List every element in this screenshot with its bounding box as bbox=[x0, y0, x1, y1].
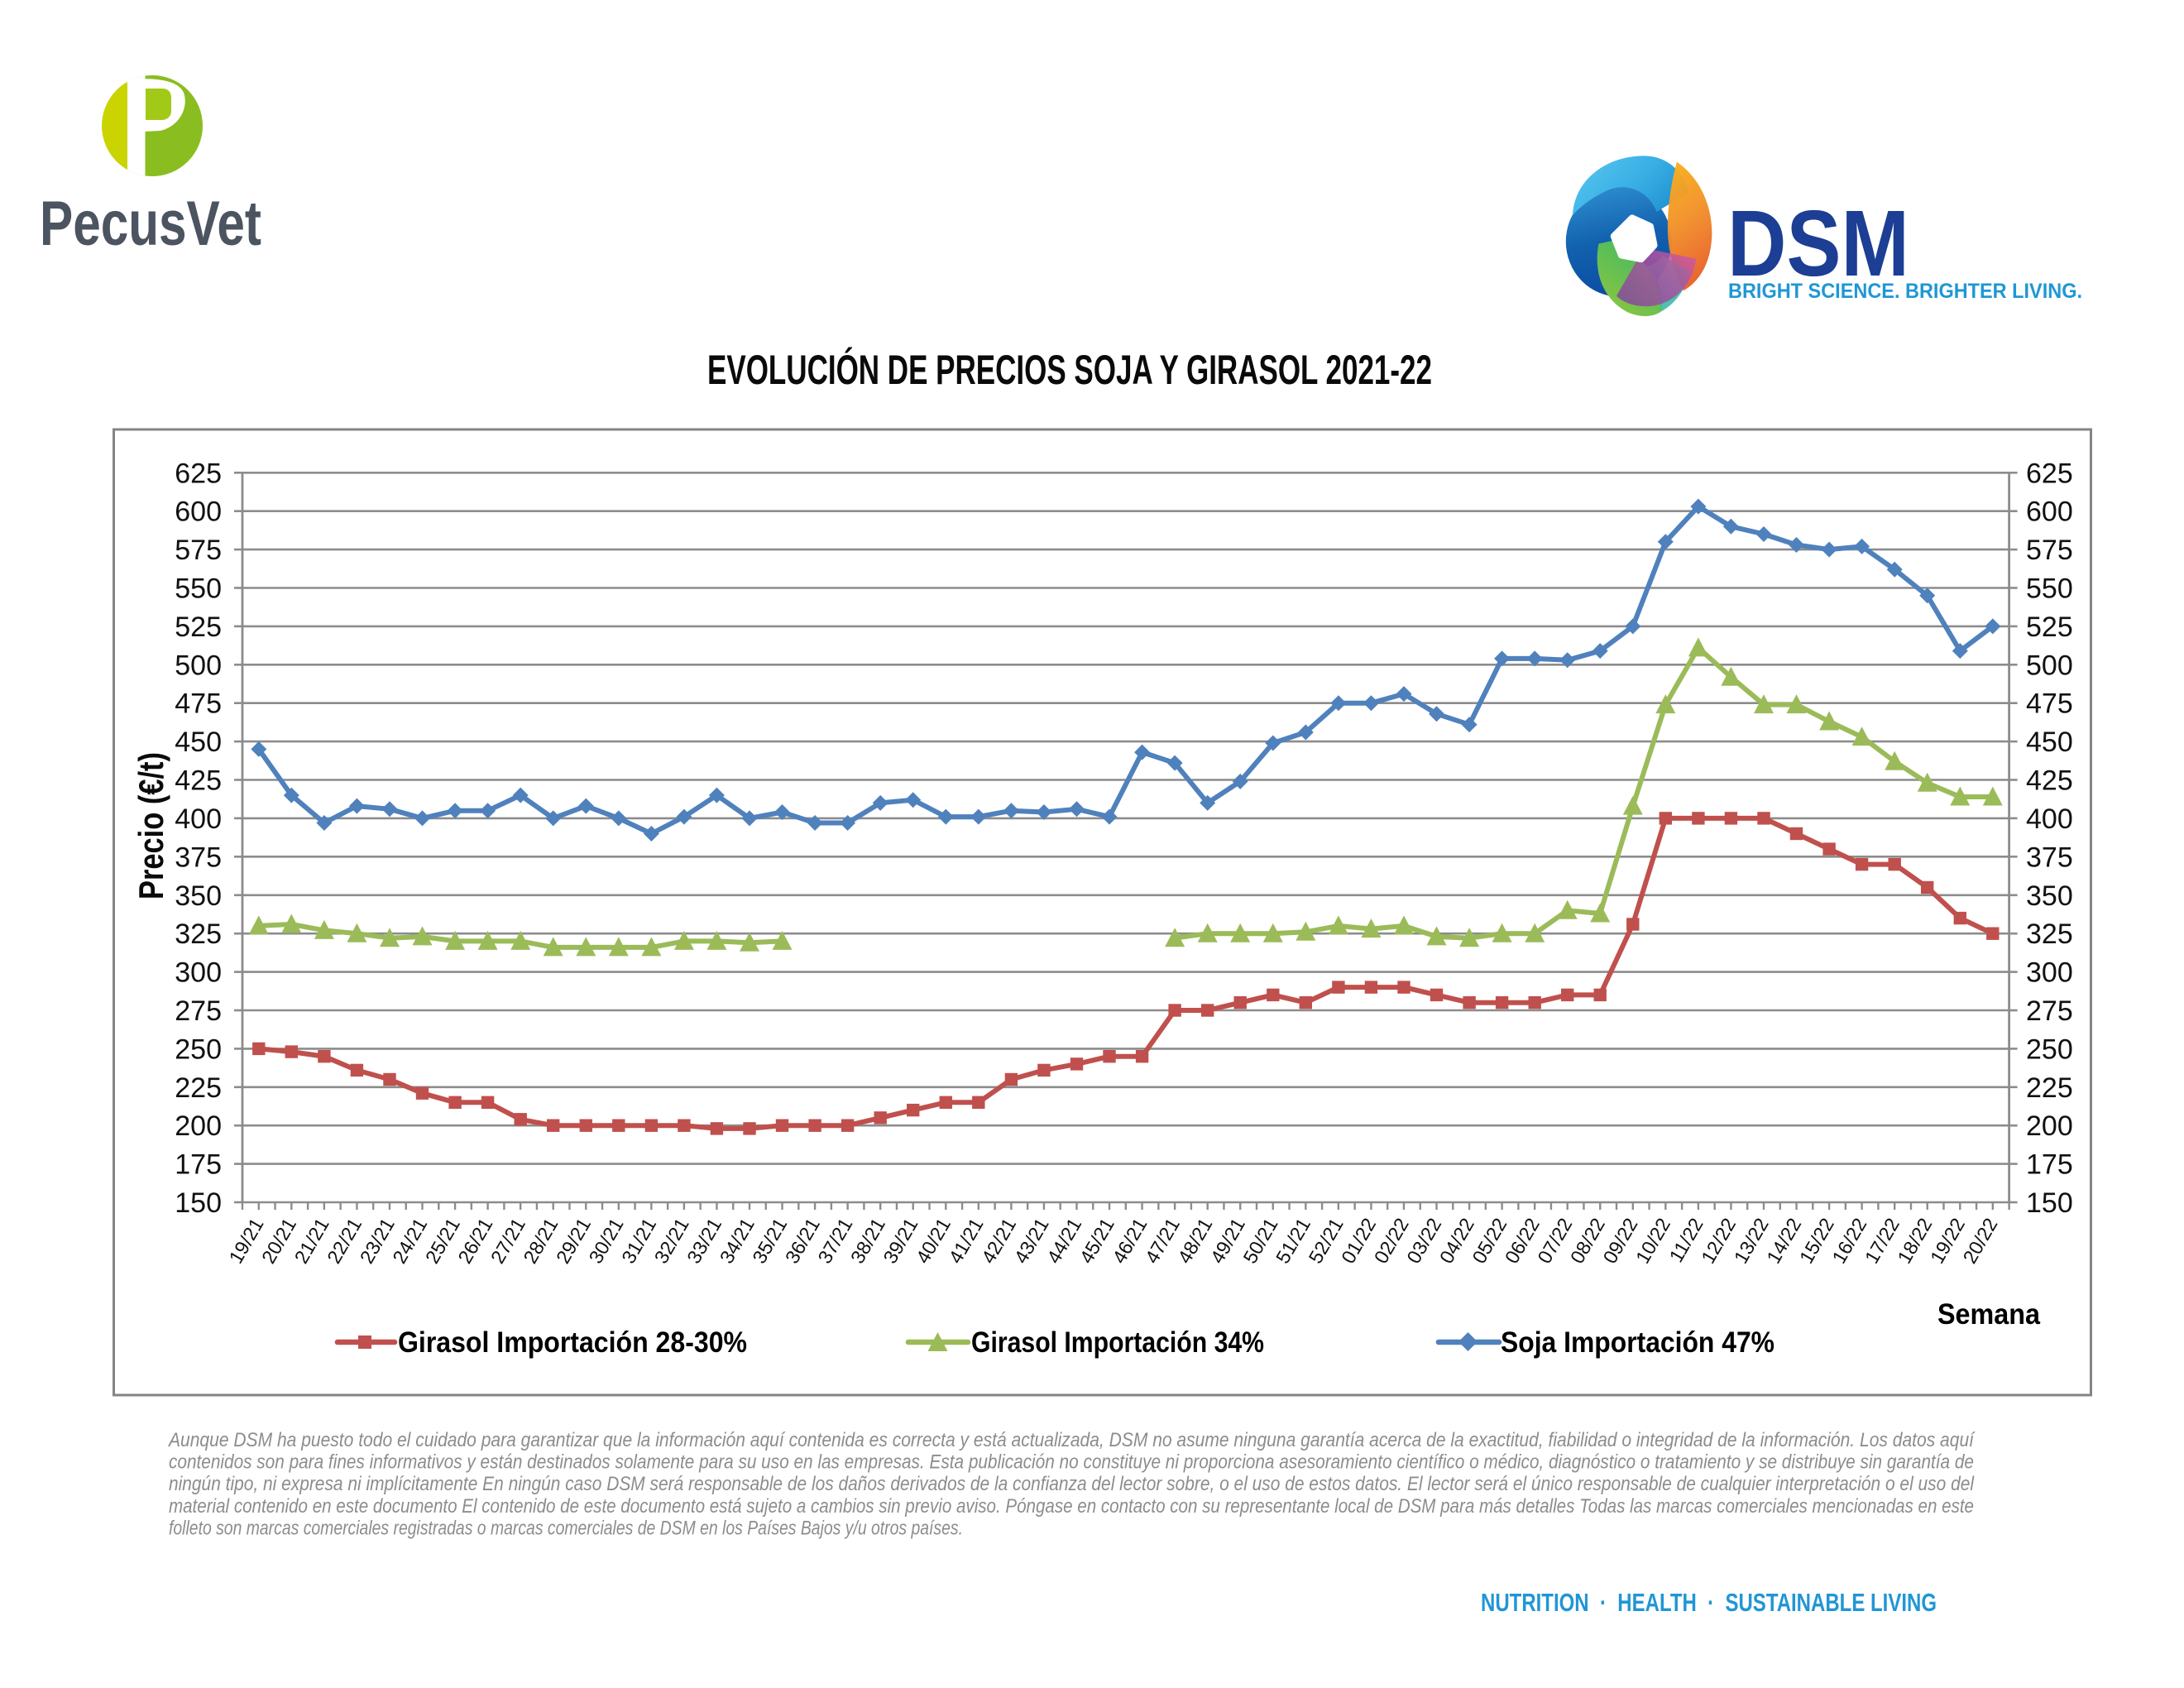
svg-text:225: 225 bbox=[175, 1072, 222, 1104]
svg-text:400: 400 bbox=[2026, 803, 2073, 835]
svg-text:600: 600 bbox=[175, 496, 222, 528]
svg-text:450: 450 bbox=[175, 727, 222, 758]
svg-text:525: 525 bbox=[2026, 611, 2073, 643]
svg-text:550: 550 bbox=[2026, 573, 2073, 605]
svg-text:350: 350 bbox=[175, 880, 222, 912]
svg-text:625: 625 bbox=[175, 458, 222, 489]
svg-text:525: 525 bbox=[175, 611, 222, 643]
svg-text:Girasol Importación 34%: Girasol Importación 34% bbox=[971, 1326, 1264, 1359]
svg-text:225: 225 bbox=[2026, 1072, 2073, 1104]
svg-text:425: 425 bbox=[175, 765, 222, 797]
svg-text:200: 200 bbox=[2026, 1110, 2073, 1142]
svg-text:250: 250 bbox=[175, 1033, 222, 1065]
svg-text:Girasol Importación 28-30%: Girasol Importación 28-30% bbox=[398, 1326, 747, 1359]
svg-text:175: 175 bbox=[2026, 1149, 2073, 1181]
svg-text:575: 575 bbox=[175, 535, 222, 566]
svg-text:175: 175 bbox=[175, 1149, 222, 1181]
svg-text:PecusVet: PecusVet bbox=[40, 189, 261, 259]
svg-text:Aunque DSM ha puesto todo el c: Aunque DSM ha puesto todo el cuidado par… bbox=[167, 1429, 1976, 1451]
svg-text:625: 625 bbox=[2026, 458, 2073, 489]
svg-text:575: 575 bbox=[2026, 535, 2073, 566]
svg-text:250: 250 bbox=[2026, 1033, 2073, 1065]
svg-text:150: 150 bbox=[2026, 1187, 2073, 1219]
svg-text:375: 375 bbox=[2026, 842, 2073, 873]
svg-text:BRIGHT SCIENCE. BRIGHTER LIVIN: BRIGHT SCIENCE. BRIGHTER LIVING. bbox=[1728, 280, 2082, 303]
svg-text:Precio (€/t): Precio (€/t) bbox=[132, 752, 170, 899]
svg-text:400: 400 bbox=[175, 803, 222, 835]
svg-text:325: 325 bbox=[175, 918, 222, 950]
svg-text:material contenido en este doc: material contenido en este documento El … bbox=[169, 1495, 1974, 1518]
svg-text:550: 550 bbox=[175, 573, 222, 605]
svg-text:425: 425 bbox=[2026, 765, 2073, 797]
svg-text:375: 375 bbox=[175, 842, 222, 873]
svg-text:ningún tipo, ni expresa ni imp: ningún tipo, ni expresa ni implícitament… bbox=[169, 1473, 1974, 1495]
svg-text:Semana: Semana bbox=[1937, 1298, 2040, 1331]
svg-text:EVOLUCIÓN DE PRECIOS SOJA Y GI: EVOLUCIÓN DE PRECIOS SOJA Y GIRASOL 2021… bbox=[707, 347, 1432, 393]
svg-text:200: 200 bbox=[175, 1110, 222, 1142]
svg-text:350: 350 bbox=[2026, 880, 2073, 912]
svg-text:300: 300 bbox=[175, 957, 222, 989]
svg-text:500: 500 bbox=[2026, 650, 2073, 681]
svg-text:500: 500 bbox=[175, 650, 222, 681]
svg-text:NUTRITION · HEALTH · SUSTA: NUTRITION · HEALTH · SUSTAINABLE LIVING bbox=[1481, 1588, 1937, 1617]
svg-text:DSM: DSM bbox=[1727, 191, 1909, 295]
svg-text:300: 300 bbox=[2026, 957, 2073, 989]
svg-text:450: 450 bbox=[2026, 727, 2073, 758]
svg-text:folleto son marcas comerciales: folleto son marcas comerciales registrad… bbox=[169, 1517, 963, 1539]
svg-text:Soja Importación 47%: Soja Importación 47% bbox=[1501, 1326, 1774, 1359]
svg-text:475: 475 bbox=[2026, 688, 2073, 720]
svg-text:325: 325 bbox=[2026, 918, 2073, 950]
svg-text:275: 275 bbox=[2026, 995, 2073, 1027]
svg-text:contenidos son para fines info: contenidos son para fines informativos y… bbox=[169, 1451, 1974, 1474]
svg-text:600: 600 bbox=[2026, 496, 2073, 528]
svg-text:475: 475 bbox=[175, 688, 222, 720]
svg-text:150: 150 bbox=[175, 1187, 222, 1219]
svg-text:275: 275 bbox=[175, 995, 222, 1027]
